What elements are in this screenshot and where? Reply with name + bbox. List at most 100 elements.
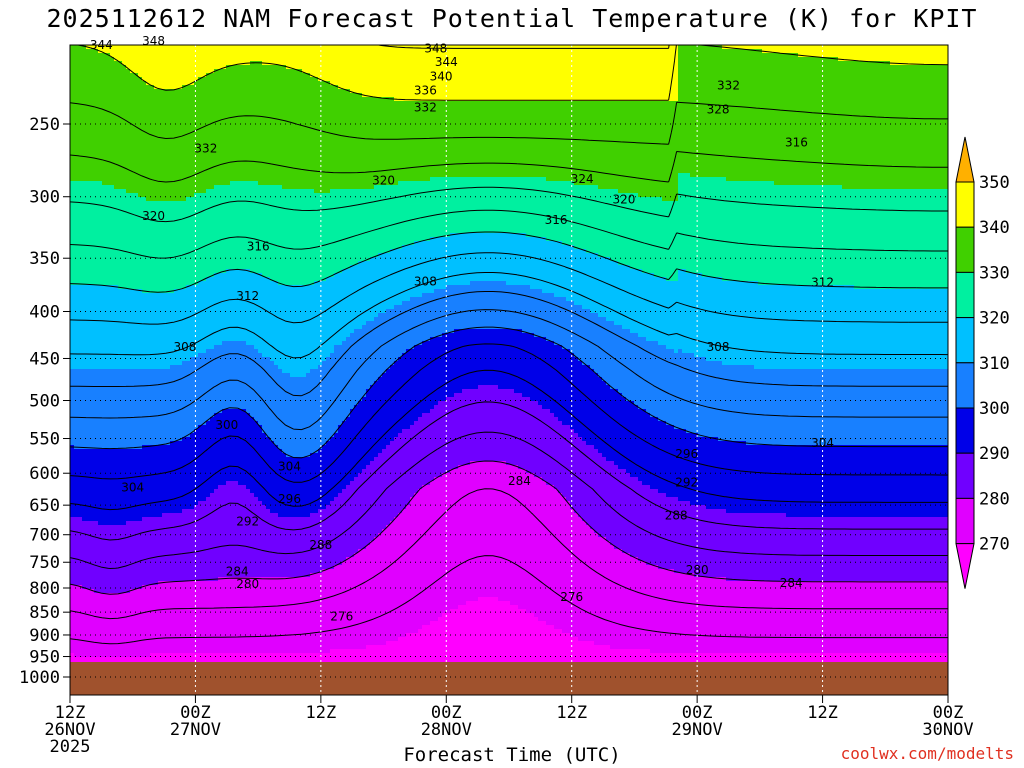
band-cell	[314, 573, 319, 654]
band-cell	[90, 49, 95, 182]
band-cell	[478, 101, 483, 178]
x-tick-label: 12Z	[305, 703, 336, 723]
band-cell	[558, 241, 563, 298]
band-cell	[106, 45, 111, 54]
band-cell	[490, 385, 495, 462]
band-cell	[922, 65, 927, 190]
band-cell	[734, 441, 739, 514]
band-cell	[314, 77, 319, 194]
band-cell	[802, 517, 807, 582]
band-cell	[454, 177, 459, 234]
band-cell	[130, 45, 135, 74]
band-cell	[514, 393, 519, 466]
band-cell	[430, 177, 435, 238]
band-cell	[262, 577, 267, 654]
band-cell	[434, 177, 439, 238]
band-cell	[430, 237, 435, 294]
band-cell	[126, 69, 131, 194]
band-cell	[858, 45, 863, 62]
band-cell	[354, 405, 359, 478]
band-cell	[922, 45, 927, 66]
band-cell	[474, 45, 479, 102]
contour-304	[70, 309, 948, 431]
band-cell	[230, 341, 235, 410]
y-tick-label: 450	[29, 349, 60, 369]
band-cell	[898, 45, 903, 66]
band-cell	[314, 281, 319, 370]
band-cell	[838, 445, 843, 518]
band-cell	[438, 101, 443, 178]
band-cell	[194, 357, 199, 430]
band-cell	[138, 77, 143, 198]
band-cell	[658, 197, 663, 278]
band-cell	[526, 237, 531, 286]
band-cell	[942, 369, 947, 446]
band-cell	[474, 601, 479, 695]
band-cell	[530, 177, 535, 238]
band-cell	[738, 513, 743, 582]
band-cell	[210, 493, 215, 582]
band-cell	[162, 581, 167, 654]
y-tick-label: 550	[29, 430, 60, 450]
band-cell	[762, 45, 767, 54]
band-cell	[218, 577, 223, 654]
band-cell	[114, 189, 119, 286]
band-cell	[454, 101, 459, 178]
band-cell	[926, 45, 931, 66]
band-cell	[702, 177, 707, 278]
band-cell	[934, 189, 939, 290]
band-cell	[798, 369, 803, 446]
band-cell	[558, 45, 563, 102]
band-cell	[730, 181, 735, 282]
band-cell	[762, 369, 767, 446]
band-cell	[870, 61, 875, 190]
band-cell	[602, 537, 607, 646]
contour-308	[70, 291, 948, 397]
band-cell	[666, 281, 671, 350]
band-cell	[350, 45, 355, 94]
band-cell	[582, 365, 587, 442]
credit-text[interactable]: coolwx.com/modelts	[840, 744, 1014, 763]
band-cell	[374, 381, 379, 458]
band-cell	[930, 189, 935, 290]
band-cell	[254, 497, 259, 578]
band-cell	[626, 401, 631, 474]
band-cell	[502, 389, 507, 462]
band-cell	[410, 297, 415, 350]
band-cell	[270, 281, 275, 362]
band-cell	[186, 581, 191, 654]
band-cell	[278, 577, 283, 654]
band-cell	[726, 281, 731, 366]
band-cell	[534, 45, 539, 102]
band-cell	[190, 581, 195, 654]
band-cell	[526, 473, 531, 614]
band-cell	[170, 201, 175, 294]
band-cell	[278, 65, 283, 186]
contour-340	[78, 45, 948, 101]
contour-label: 288	[309, 538, 332, 552]
band-cell	[426, 101, 431, 182]
band-cell	[630, 557, 635, 650]
band-cell	[582, 45, 587, 102]
contour-272	[70, 555, 948, 645]
band-cell	[862, 445, 867, 518]
band-cell	[642, 273, 647, 338]
band-cell	[190, 45, 195, 86]
contour-284	[70, 431, 948, 569]
band-cell	[186, 361, 191, 438]
band-cell	[410, 45, 415, 102]
band-cell	[478, 233, 483, 282]
band-cell	[154, 445, 159, 518]
band-cell	[90, 285, 95, 370]
contour-336	[70, 101, 948, 145]
band-cell	[462, 45, 467, 102]
band-cell	[502, 177, 507, 234]
band-cell	[410, 497, 415, 634]
band-cell	[386, 253, 391, 310]
band-cell	[358, 329, 363, 402]
band-cell	[174, 289, 179, 366]
band-cell	[142, 445, 147, 518]
band-cell	[714, 577, 719, 654]
band-cell	[898, 517, 903, 582]
